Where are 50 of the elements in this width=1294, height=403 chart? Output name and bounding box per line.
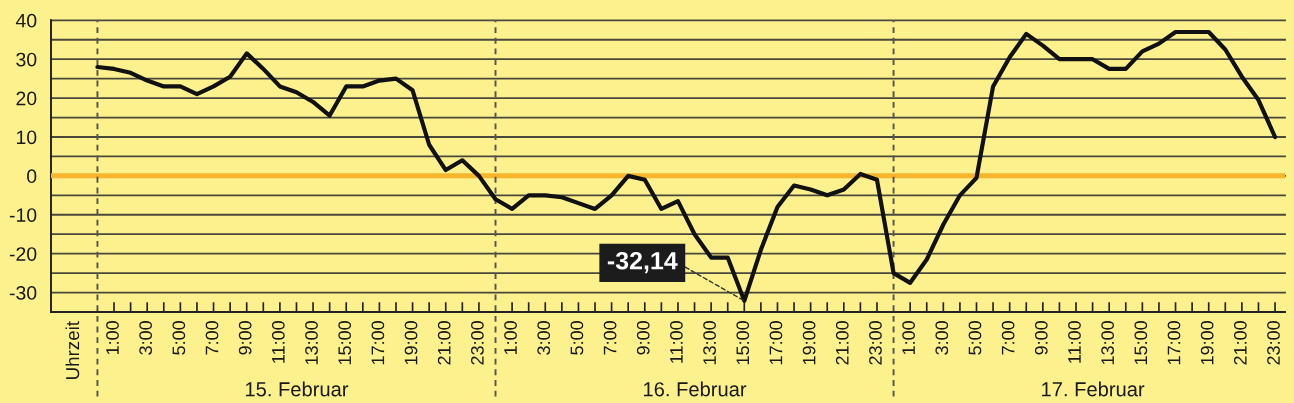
x-tick-label: 7:00 bbox=[603, 321, 617, 355]
x-tick-label: 3:00 bbox=[139, 321, 153, 355]
x-tick-label: 21:00 bbox=[437, 321, 451, 365]
y-tick-label: 20 bbox=[16, 91, 37, 106]
x-tick-label: 7:00 bbox=[1001, 321, 1015, 355]
x-tick-label: 9:00 bbox=[1034, 321, 1048, 355]
text: 15. Februar bbox=[245, 381, 349, 397]
x-tick-label: 21:00 bbox=[835, 321, 849, 365]
x-tick-label: 1:00 bbox=[106, 321, 119, 355]
x-tick-label: 1:00 bbox=[902, 321, 915, 355]
y-tick-label: -10 bbox=[9, 208, 37, 222]
x-tick-label: 5:00 bbox=[968, 321, 982, 355]
x-tick-label: 13:00 bbox=[1101, 321, 1115, 365]
x-tick-label: 5:00 bbox=[172, 321, 186, 355]
text: Uhrzeit bbox=[65, 321, 80, 379]
x-tick-label: 15:00 bbox=[338, 321, 352, 365]
x-tick-label: 11:00 bbox=[670, 321, 683, 363]
x-tick-label: 9:00 bbox=[636, 321, 650, 355]
x-tick-label: 13:00 bbox=[305, 321, 318, 365]
y-tick-label: -30 bbox=[9, 286, 37, 300]
x-tick-label: 23:00 bbox=[869, 321, 882, 365]
x-tick-label: 11:00 bbox=[271, 321, 285, 363]
annotation: -32,14 bbox=[607, 251, 678, 274]
x-tick-label: 23:00 bbox=[470, 321, 484, 365]
x-tick-label: 11:00 bbox=[1068, 321, 1081, 363]
x-tick-label: 17:00 bbox=[371, 321, 385, 365]
x-tick-label: 23:00 bbox=[1267, 321, 1280, 365]
y-tick-label: 0 bbox=[27, 169, 37, 184]
x-tick-label: 13:00 bbox=[703, 321, 716, 365]
text: 16. Februar bbox=[644, 381, 747, 397]
x-tick-label: 3:00 bbox=[935, 321, 949, 355]
x-tick-label: 19:00 bbox=[802, 321, 816, 365]
x-tick-label: 15:00 bbox=[1134, 321, 1148, 365]
text: 17. Februar bbox=[1042, 381, 1145, 397]
x-tick-label: 15:00 bbox=[736, 321, 750, 365]
x-tick-label: 19:00 bbox=[1200, 321, 1214, 365]
x-tick-label: 21:00 bbox=[1233, 321, 1247, 365]
line-series bbox=[95, 29, 1278, 303]
x-tick-label: 3:00 bbox=[537, 321, 551, 355]
x-tick-label: 5:00 bbox=[570, 321, 584, 355]
x-tick-label: 9:00 bbox=[238, 321, 252, 355]
y-tick-label: 30 bbox=[16, 52, 37, 67]
y-tick-label: -20 bbox=[9, 247, 37, 261]
x-tick-label: 17:00 bbox=[1167, 321, 1181, 365]
x-tick-label: 1:00 bbox=[504, 321, 517, 355]
x-tick-label: 19:00 bbox=[404, 321, 418, 365]
x-tick-label: 17:00 bbox=[769, 321, 783, 365]
x-tick-label: 7:00 bbox=[205, 321, 219, 355]
y-tick-label: 10 bbox=[16, 130, 37, 145]
y-tick-label: 40 bbox=[15, 13, 37, 28]
